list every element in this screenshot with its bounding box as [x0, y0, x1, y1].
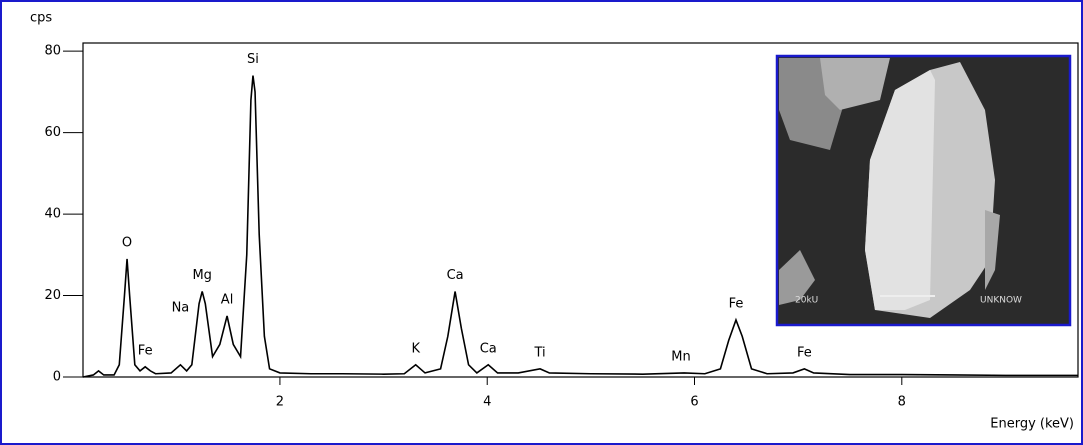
peak-label: K: [411, 341, 420, 356]
y-tick-label: 40: [44, 207, 61, 222]
inset-image: 20kU UNKNOW: [775, 54, 1072, 327]
peak-label: Fe: [729, 296, 744, 311]
peak-label: Na: [172, 301, 190, 316]
peak-label: Mn: [671, 349, 690, 364]
peak-label: Al: [221, 292, 234, 307]
inset-text: UNKNOW: [980, 296, 1022, 306]
peak-label: Ca: [480, 341, 497, 356]
inset-fragment: [779, 250, 815, 305]
y-tick-label: 0: [53, 370, 61, 385]
y-tick-label: 20: [44, 288, 61, 303]
x-tick-label: 2: [276, 395, 284, 410]
peak-label: Fe: [138, 343, 153, 358]
peak-label: O: [122, 235, 132, 250]
plot-area: 0 20 40 60 80 2 4 6 8 O Fe Na Mg Al Si K Ca Ca Ti Mn Fe Fe: [44, 44, 1078, 410]
inset-text: 20kU: [795, 296, 818, 306]
plot-frame: [82, 42, 1079, 378]
peak-label: Fe: [797, 345, 812, 360]
peak-label: Mg: [192, 268, 211, 283]
x-axis-label: Energy (keV): [990, 417, 1074, 432]
peak-label: Ca: [447, 268, 464, 283]
y-axis-label: cps: [30, 11, 52, 26]
peak-label: Si: [247, 52, 259, 67]
y-tick-label: 80: [44, 44, 61, 59]
inset-fragment: [820, 58, 890, 110]
inset-crystal-face: [865, 70, 935, 310]
peak-label: Ti: [534, 345, 546, 360]
x-tick-label: 6: [690, 395, 698, 410]
x-tick-label: 4: [483, 395, 491, 410]
inset-crystal-edge: [985, 210, 1000, 290]
spectrum-line: [82, 75, 1078, 378]
y-tick-label: 60: [44, 125, 61, 140]
x-tick-label: 8: [898, 395, 906, 410]
